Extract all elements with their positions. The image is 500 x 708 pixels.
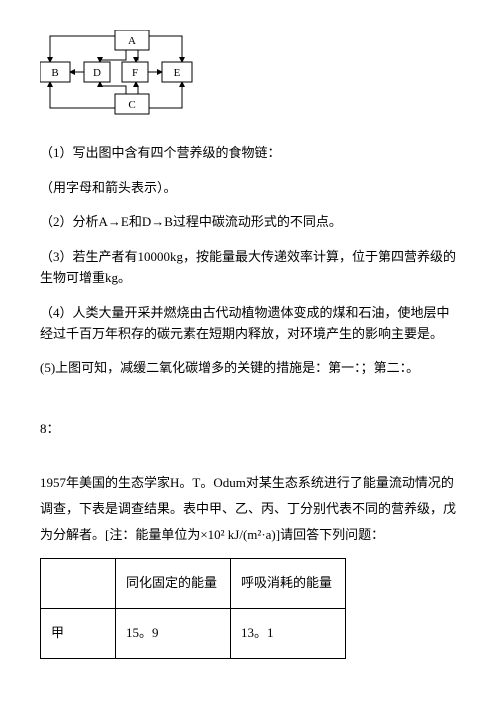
row-label: 甲 [41,608,116,658]
table-header-row: 同化固定的能量 呼吸消耗的能量 [41,558,346,608]
svg-text:C: C [128,99,135,111]
row-respiration: 13。1 [231,608,346,658]
question-3: （3）若生产者有10000kg，按能量最大传递效率计算，位于第四营养级的生物可增… [40,247,460,289]
svg-text:F: F [132,67,138,79]
svg-text:B: B [51,67,58,79]
svg-text:A: A [128,35,136,47]
energy-table: 同化固定的能量 呼吸消耗的能量 甲 15。9 13。1 [40,558,346,659]
question-2: （2）分析A→E和D→B过程中碳流动形式的不同点。 [40,212,460,233]
row-assimilated: 15。9 [116,608,231,658]
section-8-intro: 1957年美国的生态学家H。T。Odum对某生态系统进行了能量流动情况的调查，下… [40,470,460,548]
question-5: (5)上图可知，减缓二氧化碳增多的关键的措施是：第一：；第二：。 [40,358,460,379]
svg-text:E: E [174,67,181,79]
section-8-number: 8： [40,419,460,440]
question-1: （1）写出图中含有四个营养级的食物链： [40,143,460,164]
header-cell-blank [41,558,116,608]
table-row: 甲 15。9 13。1 [41,608,346,658]
svg-text:D: D [93,67,101,79]
header-cell-assimilated: 同化固定的能量 [116,558,231,608]
question-4: （4）人类大量开采并燃烧由古代动植物遗体变成的煤和石油，使地层中经过千百万年积存… [40,303,460,345]
header-cell-respiration: 呼吸消耗的能量 [231,558,346,608]
food-web-diagram: A B D F E C [40,30,460,125]
question-1b: （用字母和箭头表示）。 [40,178,460,199]
